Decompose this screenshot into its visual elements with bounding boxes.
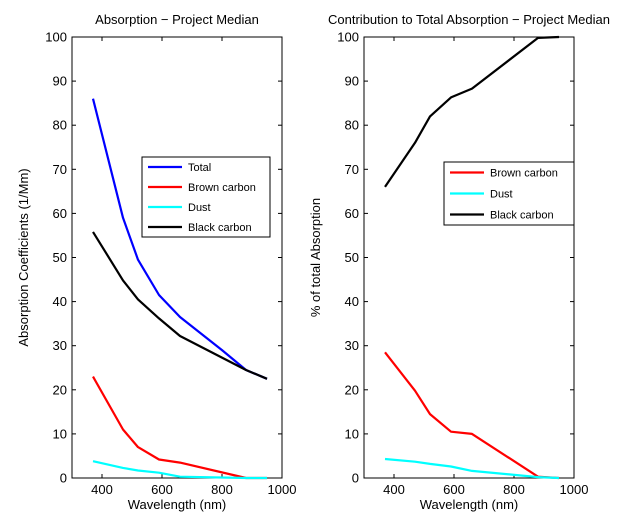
legend-label: Brown carbon: [490, 168, 558, 180]
x-axis-label: Wavelength (nm): [420, 497, 519, 512]
series-line-black-carbon: [384, 35, 560, 188]
y-tick-label: 70: [345, 162, 359, 177]
legend: Total Brown carbon Dust Black carbon: [141, 156, 271, 238]
x-tick-label: 1000: [560, 482, 589, 497]
y-tick-label: 80: [345, 118, 359, 133]
y-tick-label: 50: [345, 250, 359, 265]
x-axis-label: Wavelength (nm): [128, 497, 227, 512]
x-tick-label: 800: [503, 482, 525, 497]
x-tick-label: 400: [383, 482, 405, 497]
legend-label: Dust: [490, 189, 513, 201]
y-tick-label: 10: [53, 426, 67, 441]
y-tick-label: 100: [45, 30, 67, 45]
x-tick-label: 400: [91, 482, 113, 497]
y-tick-label: 50: [53, 250, 67, 265]
y-tick-label: 90: [53, 74, 67, 89]
series-line-dust: [384, 457, 560, 480]
x-tick-label: 800: [211, 482, 233, 497]
y-tick-label: 40: [53, 294, 67, 309]
chart-2: 0 10 20 30 40 50 60 70 80 90 100 400 600 800 1000 Contr…: [308, 12, 610, 512]
y-tick-label: 20: [345, 382, 359, 397]
y-tick-label: 90: [345, 74, 359, 89]
series-line-total: [91, 98, 268, 380]
chart-title: Contribution to Total Absorption − Proje…: [328, 12, 610, 27]
legend-label: Brown carbon: [188, 182, 256, 194]
y-tick-label: 100: [337, 30, 359, 45]
y-tick-label: 40: [345, 294, 359, 309]
y-tick-label: 30: [345, 338, 359, 353]
y-tick-label: 30: [53, 338, 67, 353]
legend-label: Black carbon: [188, 222, 252, 234]
legend-label: Black carbon: [490, 210, 554, 222]
plot-area: [363, 36, 575, 479]
x-tick-label: 1000: [268, 482, 297, 497]
plot-area: [71, 36, 283, 479]
y-tick-label: 80: [53, 118, 67, 133]
series-line-dust: [92, 460, 267, 480]
y-tick-label: 10: [345, 426, 359, 441]
x-tick-label: 600: [443, 482, 465, 497]
legend-box: [141, 156, 271, 238]
chart-title: Absorption − Project Median: [95, 12, 259, 27]
y-tick-label: 60: [345, 206, 359, 221]
y-tick-label: 0: [60, 471, 67, 486]
y-axis-label: % of total Absorption: [308, 198, 323, 317]
y-axis-label: Absorption Coefficients (1/Mm): [16, 168, 31, 346]
y-tick-label: 60: [53, 206, 67, 221]
legend-label: Dust: [188, 202, 211, 214]
series-line-black-carbon: [92, 231, 268, 380]
legend: Brown carbon Dust Black carbon: [443, 161, 575, 226]
y-tick-label: 20: [53, 382, 67, 397]
legend-label: Total: [188, 162, 211, 174]
y-tick-label: 70: [53, 162, 67, 177]
x-tick-label: 600: [151, 482, 173, 497]
chart-1: 0 10 20 30 40 50 60 70 80 90 100 400 600 800 1000 Absor…: [16, 12, 296, 512]
y-tick-label: 0: [352, 471, 359, 486]
